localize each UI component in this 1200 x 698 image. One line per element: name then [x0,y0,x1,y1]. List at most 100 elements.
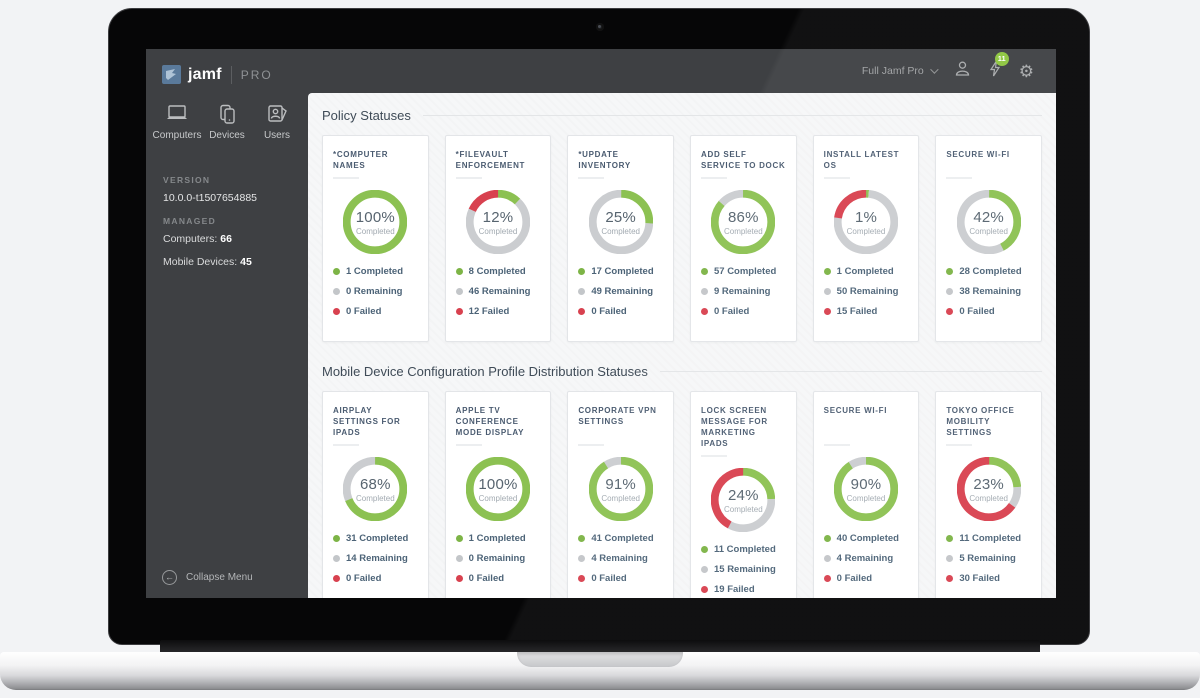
remaining-dot-icon [455,288,463,295]
donut-svg [711,190,776,254]
card-title: *FILEVAULT ENFORCEMENT [455,150,526,170]
stat-failed: 19 Failed [700,584,786,595]
managed-computers: Computers: 66 [163,233,232,245]
failed-text: 0 Failed [346,573,382,584]
failed-text: 0 Failed [591,306,627,317]
completed-text: 17 Completed [591,266,654,277]
percent-label: Completed [478,493,518,503]
failed-dot-icon [578,575,586,582]
notifications-button[interactable]: 11 [989,52,1009,82]
status-card[interactable]: SECURE WI-FI 90% Completed 40 Completed … [812,391,920,598]
remaining-dot-icon [333,288,340,295]
status-card[interactable]: AIRPLAY SETTINGS FOR IPADS 68% Completed… [322,391,429,598]
remaining-text: 5 Remaining [959,553,1016,564]
status-card[interactable]: *COMPUTER NAMES 100% Completed 1 Complet… [322,135,429,342]
status-card[interactable]: ADD SELF SERVICE TO DOCK 86% Completed 5… [689,135,797,342]
status-card[interactable]: APPLE TV CONFERENCE MODE DISPLAY 100% Co… [444,391,552,598]
completed-text: 31 Completed [346,533,409,544]
completed-text: 40 Completed [836,533,899,544]
card-title: INSTALL LATEST OS [823,150,900,170]
percent-label: Completed [355,226,395,236]
donut-chart: 86% Completed [711,190,776,254]
completed-text: 11 Completed [959,533,1022,544]
brand-name: jamf [188,65,222,83]
remaining-text: 9 Remaining [713,286,771,297]
failed-dot-icon [823,575,831,582]
remaining-dot-icon [823,288,831,295]
sidebar-tab-devices[interactable]: Devices [202,100,252,145]
dashboard-content: Policy Statuses *COMPUTER NAMES 100% Com… [308,93,1056,598]
remaining-text: 14 Remaining [346,553,408,564]
donut-svg [343,190,408,254]
card-stats: 28 Completed 38 Remaining 0 Failed [946,266,1031,317]
mobile-device-icon [217,104,237,124]
donut-chart: 68% Completed [343,457,408,521]
notification-badge: 11 [994,52,1009,66]
stat-completed: 1 Completed [823,266,909,277]
card-title: CORPORATE VPN SETTINGS [578,406,657,426]
percent-value: 86% [728,208,759,226]
card-stats: 1 Completed 0 Remaining 0 Failed [455,533,541,584]
failed-text: 0 Failed [959,306,995,317]
card-stats: 17 Completed 49 Remaining 0 Failed [578,266,663,317]
collapse-menu-button[interactable]: ← Collapse Menu [162,570,253,585]
percent-value: 25% [605,208,636,226]
status-card[interactable]: SECURE WI-FI 42% Completed 28 Completed … [935,135,1042,342]
donut-center: 100% Completed [466,457,530,521]
sidebar-tab-computers[interactable]: Computers [152,100,202,145]
failed-dot-icon [946,575,954,582]
remaining-text: 38 Remaining [959,286,1022,297]
remaining-text: 0 Remaining [346,286,403,297]
donut-chart: 42% Completed [956,190,1021,254]
stat-completed: 17 Completed [578,266,663,277]
stat-completed: 31 Completed [333,533,418,544]
user-menu-button[interactable] [954,60,971,82]
section-header-profiles: Mobile Device Configuration Profile Dist… [322,342,1042,379]
sidebar-tab-users[interactable]: Users [252,100,302,145]
donut-svg [833,190,898,254]
status-card[interactable]: INSTALL LATEST OS 1% Completed 1 Complet… [812,135,920,342]
percent-value: 90% [850,475,882,493]
context-dropdown[interactable]: Full Jamf Pro [862,65,939,77]
stat-remaining: 4 Remaining [823,553,909,564]
failed-dot-icon [455,308,463,315]
completed-text: 41 Completed [591,533,654,544]
status-card[interactable]: *FILEVAULT ENFORCEMENT 12% Completed 8 C… [444,135,552,342]
status-card[interactable]: CORPORATE VPN SETTINGS 91% Completed 41 … [567,391,674,598]
percent-label: Completed [601,493,640,503]
remaining-dot-icon [700,566,708,573]
settings-button[interactable]: ⚙ [1019,63,1034,80]
completed-text: 28 Completed [959,266,1022,277]
donut-center: 23% Completed [957,457,1021,521]
stat-failed: 0 Failed [455,573,541,584]
percent-value: 42% [973,208,1004,226]
failed-text: 0 Failed [591,573,627,584]
donut-center: 86% Completed [711,190,775,254]
completed-dot-icon [946,535,954,542]
remaining-text: 46 Remaining [468,286,531,297]
donut-center: 1% Completed [834,190,898,254]
percent-label: Completed [969,493,1008,503]
donut-svg [343,457,408,521]
completed-dot-icon [333,535,340,542]
brand-logo[interactable]: jamf PRO [146,49,308,84]
chevron-down-icon [929,65,939,74]
status-card[interactable]: *UPDATE INVENTORY 25% Completed 17 Compl… [567,135,674,342]
remaining-dot-icon [578,555,586,562]
failed-text: 0 Failed [468,573,505,584]
app-screen: jamf PRO Computers [146,49,1056,598]
failed-text: 0 Failed [836,573,873,584]
card-title: LOCK SCREEN MESSAGE FOR MARKETING IPADS [700,406,768,448]
status-card[interactable]: LOCK SCREEN MESSAGE FOR MARKETING IPADS … [689,391,797,598]
completed-dot-icon [455,535,463,542]
remaining-dot-icon [946,555,954,562]
donut-center: 42% Completed [957,190,1021,254]
status-card[interactable]: TOKYO OFFICE MOBILITY SETTINGS 23% Compl… [935,391,1042,598]
stat-completed: 1 Completed [333,266,418,277]
remaining-dot-icon [455,555,463,562]
card-stats: 1 Completed 0 Remaining 0 Failed [333,266,418,317]
mobile-devices-count: 45 [240,256,252,268]
stat-remaining: 5 Remaining [946,553,1031,564]
remaining-dot-icon [700,288,708,295]
card-title-rule [333,177,359,179]
